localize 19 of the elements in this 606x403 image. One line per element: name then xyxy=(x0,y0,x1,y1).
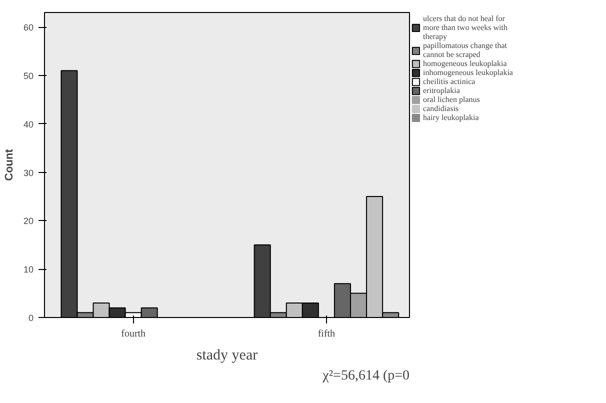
x-tick-label: fifth xyxy=(318,328,336,340)
legend-label: inhomogeneous leukoplakia xyxy=(423,68,513,77)
y-axis-title: Count xyxy=(3,148,16,181)
y-tick-label: 40 xyxy=(23,119,34,130)
legend-label: hairy leukoplakia xyxy=(423,113,479,122)
legend-label: eritroplakia xyxy=(423,86,460,95)
y-tick-label: 60 xyxy=(23,22,34,33)
y-tick-label: 30 xyxy=(23,168,34,178)
legend-label: cheilitis actinica xyxy=(423,77,476,86)
x-tick-label: fourth xyxy=(121,328,146,340)
legend-label: candidiasis xyxy=(423,104,459,113)
y-tick-label: 10 xyxy=(23,264,34,275)
y-tick-label: 20 xyxy=(23,216,34,226)
text: χ²=56,614 (p=0 xyxy=(322,368,410,384)
y-tick-label: 0 xyxy=(28,313,34,323)
legend-label: homogeneous leukoplakia xyxy=(423,59,507,68)
x-axis-title: stady year xyxy=(196,348,258,364)
legend-label: oral lichen planus xyxy=(423,95,480,104)
y-tick-label: 50 xyxy=(23,70,34,81)
